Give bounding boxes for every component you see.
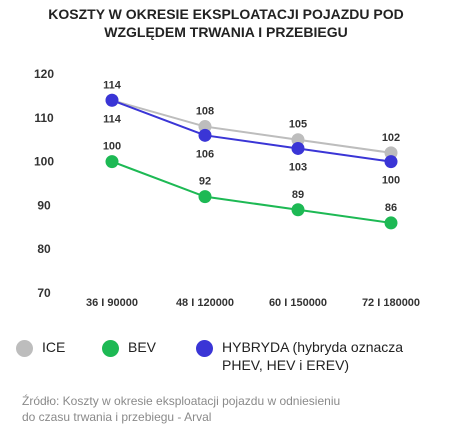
data-point xyxy=(384,155,398,169)
y-tick-label: 110 xyxy=(34,111,54,125)
y-tick-label: 70 xyxy=(37,286,51,300)
x-tick-label: 72 I 180000 xyxy=(362,297,420,309)
legend-item-bev: BEV xyxy=(102,338,156,357)
series-line xyxy=(111,160,392,224)
legend-swatch-hybryda xyxy=(196,340,213,357)
data-label: 103 xyxy=(289,161,307,173)
legend-label-hybryda-line-1: HYBRYDA (hybryda oznacza xyxy=(222,339,404,355)
data-point xyxy=(291,141,305,155)
x-tick-label: 60 I 150000 xyxy=(269,297,327,309)
data-point xyxy=(384,216,398,230)
data-label: 105 xyxy=(289,119,307,131)
data-label: 114 xyxy=(103,113,122,125)
source-note: Źródło: Koszty w okresie eksploatacji po… xyxy=(22,393,340,425)
legend-label-bev: BEV xyxy=(128,339,157,355)
data-point xyxy=(198,128,212,142)
legend-item-ice: ICE xyxy=(16,338,65,357)
chart-title-line-1: KOSZTY W OKRESIE EKSPLOATACJI POJAZDU PO… xyxy=(48,6,404,22)
data-point xyxy=(198,190,212,204)
data-label: 114 xyxy=(103,79,122,91)
legend-swatch-ice xyxy=(16,340,33,357)
data-label: 108 xyxy=(196,106,214,118)
legend-item-hybryda: HYBRYDA (hybryda oznacza PHEV, HEV i ERE… xyxy=(196,338,403,374)
source-note-line-1: Źródło: Koszty w okresie eksploatacji po… xyxy=(22,394,341,408)
y-tick-label: 90 xyxy=(37,198,51,212)
legend-label-hybryda-line-2: PHEV, HEV i EREV) xyxy=(222,357,350,373)
y-tick-label: 100 xyxy=(34,155,54,169)
data-label: 100 xyxy=(382,175,400,187)
series-points xyxy=(105,93,398,230)
data-label: 100 xyxy=(103,141,121,153)
line-chart: 70 80 90 100 110 120 36 I 90000 48 I 120000 60 … xyxy=(34,67,420,309)
data-label: 89 xyxy=(292,189,304,201)
data-label: 106 xyxy=(196,148,214,160)
data-label: 86 xyxy=(385,202,397,214)
legend-swatch-bev xyxy=(102,340,119,357)
data-labels: 114 108 105 102 100 92 89 86 114 106 103 100 xyxy=(103,79,400,214)
y-tick-label: 80 xyxy=(37,242,51,256)
chart-title-line-2: WZGLĘDEM TRWANIA I PRZEBIEGU xyxy=(104,24,348,40)
y-axis-ticks: 70 80 90 100 110 120 xyxy=(34,67,54,300)
source-note-line-2: do czasu trwania i przebiegu - Arval xyxy=(22,410,212,424)
x-tick-label: 48 I 120000 xyxy=(176,297,234,309)
y-tick-label: 120 xyxy=(34,67,54,81)
data-point xyxy=(105,155,119,169)
series-lines xyxy=(111,99,392,224)
series-line xyxy=(111,99,392,154)
x-tick-label: 36 I 90000 xyxy=(86,297,138,309)
series-line xyxy=(111,99,392,163)
legend: ICE BEV HYBRYDA (hybryda oznacza PHEV, H… xyxy=(16,338,446,378)
data-label: 102 xyxy=(382,132,400,144)
data-point xyxy=(105,93,119,107)
data-label: 92 xyxy=(199,176,211,188)
legend-label-ice: ICE xyxy=(42,339,66,355)
chart-title: KOSZTY W OKRESIE EKSPLOATACJI POJAZDU PO… xyxy=(0,5,452,41)
x-axis-ticks: 36 I 90000 48 I 120000 60 I 150000 72 I 180… xyxy=(86,297,420,309)
data-point xyxy=(291,203,305,217)
